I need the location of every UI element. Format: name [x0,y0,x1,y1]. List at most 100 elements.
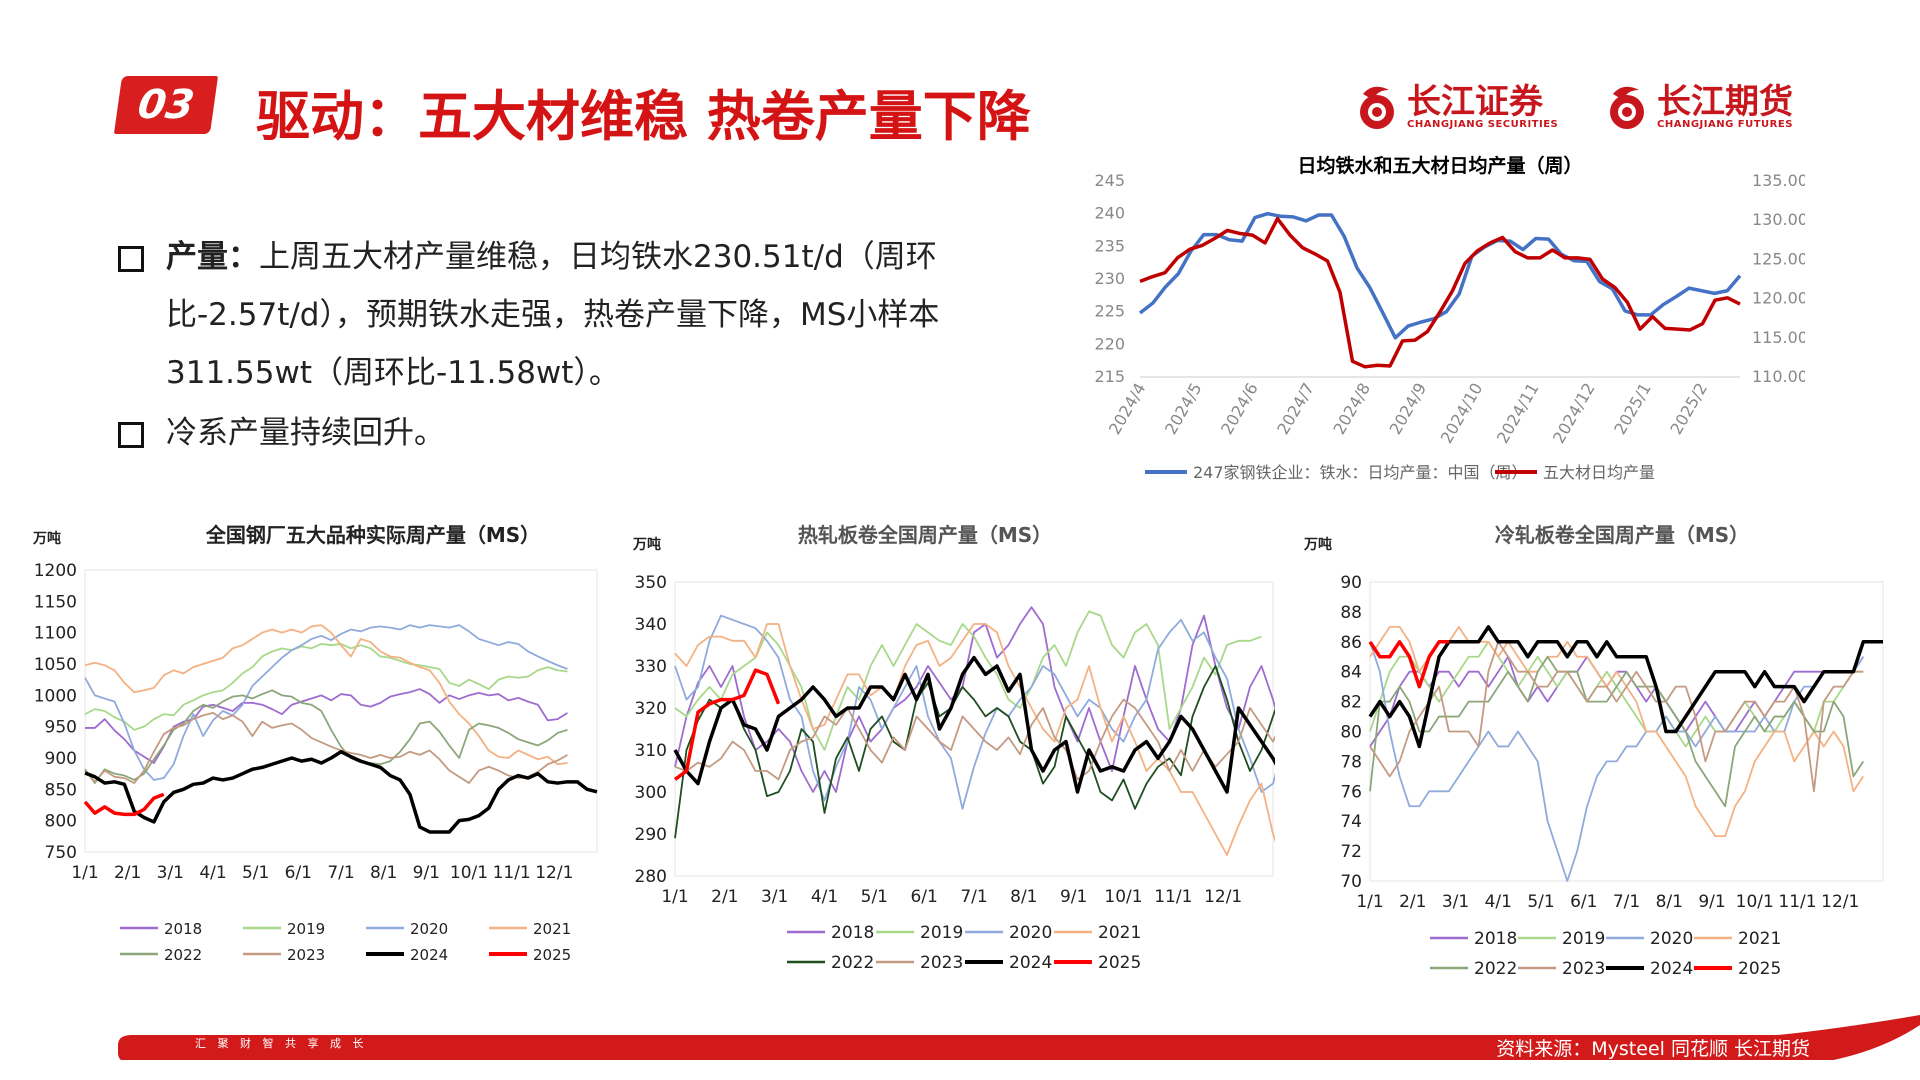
x-tick-label: 10/1 [1736,892,1774,912]
y-tick-label: 76 [1340,782,1362,802]
legend-label: 2025 [1098,953,1141,973]
series-line [673,668,781,781]
series-line [84,643,568,731]
chart-title: 日均铁水和五大材日均产量（周） [1297,154,1582,177]
y-tick-label-left: 215 [1094,367,1125,386]
series-line [84,749,598,834]
x-tick-label: 2024/11 [1493,380,1543,447]
y-tick-label: 290 [635,825,667,845]
x-tick-label: 6/1 [910,887,937,907]
x-tick-label: 9/1 [1698,892,1725,912]
x-tick-label: 1/1 [661,887,688,907]
x-tick-label: 3/1 [157,863,184,883]
x-tick-label: 11/1 [1778,892,1816,912]
y-tick-label: 1000 [34,686,77,706]
x-tick-label: 5/1 [861,887,888,907]
chart-title: 热轧板卷全国周产量（MS） [798,523,1052,547]
legend-label: 2023 [1562,959,1605,979]
y-tick-label: 850 [45,780,77,800]
legend-label: 2024 [1650,959,1693,979]
chart-title: 冷轧板卷全国周产量（MS） [1495,523,1749,547]
x-tick-label: 10/1 [1104,887,1142,907]
y-tick-label-left: 225 [1094,302,1125,321]
series-line [84,711,568,784]
x-tick-label: 11/1 [1154,887,1192,907]
logo2-name: 长江期货 [1657,81,1793,122]
series-line [674,698,1275,781]
legend-label: 2018 [831,923,874,943]
x-tick-label: 4/1 [199,863,226,883]
y-tick-label: 1150 [34,592,77,612]
series-line [674,614,1275,810]
y-tick-label: 1050 [34,655,77,675]
phoenix-logo-icon [1610,86,1644,129]
series-line [84,624,568,781]
x-tick-label: 8/1 [1656,892,1683,912]
legend-label: 2021 [1738,929,1781,949]
y-tick-label: 70 [1340,872,1362,892]
chart-hrc: 热轧板卷全国周产量（MS）万吨3503403303203103002902801… [632,523,1275,973]
y-tick-label: 350 [635,573,667,593]
chart-crc: 冷轧板卷全国周产量（MS） 万吨 90 88 86 84 82 80 78 76 74 72 701/1… [1303,523,1884,979]
legend-label: 2023 [287,946,325,964]
bullet-text: 上周五大材产量维稳，日均铁水230.51t/d（周环比-2.57t/d），预期铁… [166,239,940,391]
y-tick-label: 82 [1340,693,1362,713]
legend-label: 2018 [1474,929,1517,949]
chart-iron-output: 日均铁水和五大材日均产量（周） 245 240 235 230 225 220 215 135.… [1094,154,1805,482]
y-tick-label: 86 [1340,633,1362,653]
y-tick-label: 340 [635,615,667,635]
plot-frame [84,569,598,853]
x-tick-label: 11/1 [493,863,531,883]
chart-five-products: 全国钢厂五大品种实际周产量（MS） 万吨 1200 1150 1100 1050 1000 9… [32,523,598,964]
legend-label: 2019 [920,923,963,943]
x-tick-label: 2024/4 [1105,380,1150,438]
x-tick-label: 2024/10 [1437,380,1487,447]
y-tick-label: 90 [1340,573,1362,593]
y-tick-label: 330 [635,657,667,677]
series-line [84,689,568,784]
legend-label: 2022 [831,953,874,973]
y-tick-label: 72 [1340,842,1362,862]
y-tick-label: 84 [1340,663,1362,683]
y-tick-label: 1200 [34,561,77,581]
legend-label: 2025 [1738,959,1781,979]
y-tick-label: 88 [1340,603,1362,623]
bullet-item: 产量：上周五大材产量维稳，日均铁水230.51t/d（周环比-2.57t/d），… [118,228,998,402]
y-tick-label-left: 240 [1094,204,1125,223]
series-line [1368,625,1883,749]
unit-label: 万吨 [632,536,661,553]
x-tick-label: 4/1 [811,887,838,907]
x-tick-label: 6/1 [285,863,312,883]
y-tick-label-right: 130.00 [1752,210,1805,229]
x-tick-label: 12/1 [1821,892,1859,912]
checkbox-square-icon [118,246,144,272]
x-tick-label: 2024/12 [1549,380,1599,447]
bullet-text: 冷系产量持续回升。 [166,415,445,451]
x-tick-label: 2024/7 [1273,380,1318,438]
series-line [1368,640,1449,689]
phoenix-logo-icon [1360,86,1394,129]
logo1-name: 长江证券 [1407,81,1543,122]
footer-slogan: 汇 聚 财 智 共 享 成 长 [195,1037,368,1050]
y-tick-label-left: 230 [1094,269,1125,288]
logo-changjiang-futures: 长江期货 CHANGJIANG FUTURES [1605,80,1793,134]
x-tick-label: 2025/1 [1610,380,1655,438]
x-tick-label: 3/1 [761,887,788,907]
x-tick-label: 12/1 [535,863,573,883]
y-tick-label: 1100 [34,624,77,644]
legend-label: 2020 [1650,929,1693,949]
series-line [83,792,165,817]
x-tick-label: 7/1 [1613,892,1640,912]
legend-label: 2021 [1098,923,1141,943]
x-tick-label: 9/1 [1060,887,1087,907]
section-badge: 03 [113,76,219,134]
x-tick-label: 2/1 [114,863,141,883]
plot-frame [674,581,1274,877]
x-tick-label: 5/1 [242,863,269,883]
series-line [1369,640,1864,793]
x-tick-label: 2/1 [1399,892,1426,912]
y-tick-label-right: 125.00 [1752,249,1805,268]
x-tick-label: 1/1 [71,863,98,883]
y-tick-label: 800 [45,812,77,832]
y-tick-label-left: 220 [1094,334,1125,353]
